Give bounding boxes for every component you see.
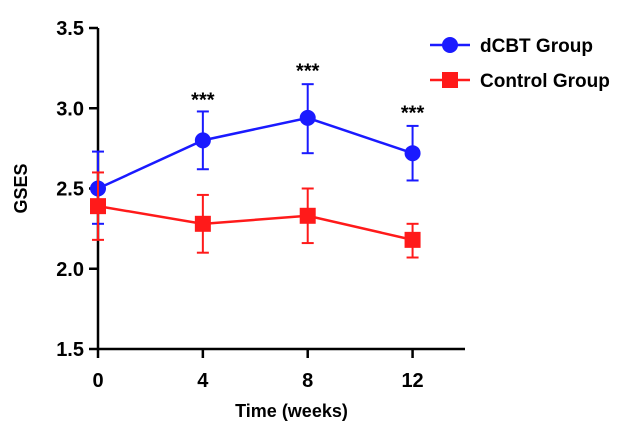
legend-label: dCBT Group bbox=[480, 36, 593, 57]
annotations: *** *** *** bbox=[191, 61, 424, 125]
legend-item: dCBT Group bbox=[430, 36, 593, 57]
data-point bbox=[194, 132, 211, 149]
x-tick-label: 0 bbox=[92, 370, 103, 392]
legend-item: Control Group bbox=[430, 71, 610, 92]
legend-swatch-marker bbox=[442, 72, 458, 88]
x-tick-label: 12 bbox=[401, 370, 423, 392]
data-point bbox=[404, 231, 421, 248]
legend-swatch-marker bbox=[442, 37, 458, 53]
y-tick-label: 3.0 bbox=[56, 98, 84, 120]
data-point bbox=[194, 215, 211, 232]
data-point bbox=[299, 109, 316, 126]
y-tick-label: 2.0 bbox=[56, 259, 84, 281]
x-tick-label: 8 bbox=[302, 370, 313, 392]
series-line bbox=[97, 204, 413, 242]
series-control bbox=[90, 171, 421, 259]
axes bbox=[96, 28, 465, 351]
series-layer bbox=[90, 83, 421, 259]
significance-label: *** bbox=[191, 90, 215, 112]
x-axis-title: Time (weeks) bbox=[235, 401, 348, 421]
significance-label: *** bbox=[296, 61, 320, 83]
significance-label: *** bbox=[401, 102, 425, 124]
data-point bbox=[299, 207, 316, 224]
y-tick-label: 2.5 bbox=[56, 179, 84, 201]
legend-label: Control Group bbox=[480, 71, 610, 92]
series-dcbt bbox=[90, 83, 421, 225]
y-ticks: 1.5 2.0 2.5 3.0 3.5 bbox=[56, 18, 98, 361]
series-line bbox=[97, 116, 413, 190]
x-ticks: 0 4 8 12 bbox=[92, 349, 424, 392]
data-point bbox=[90, 198, 106, 215]
y-tick-label: 1.5 bbox=[56, 339, 84, 361]
y-tick-label: 3.5 bbox=[56, 18, 84, 40]
x-tick-label: 4 bbox=[197, 370, 209, 392]
data-point bbox=[404, 145, 421, 162]
y-axis-title: GSES bbox=[11, 163, 31, 213]
legend: dCBT Group Control Group bbox=[430, 36, 610, 92]
